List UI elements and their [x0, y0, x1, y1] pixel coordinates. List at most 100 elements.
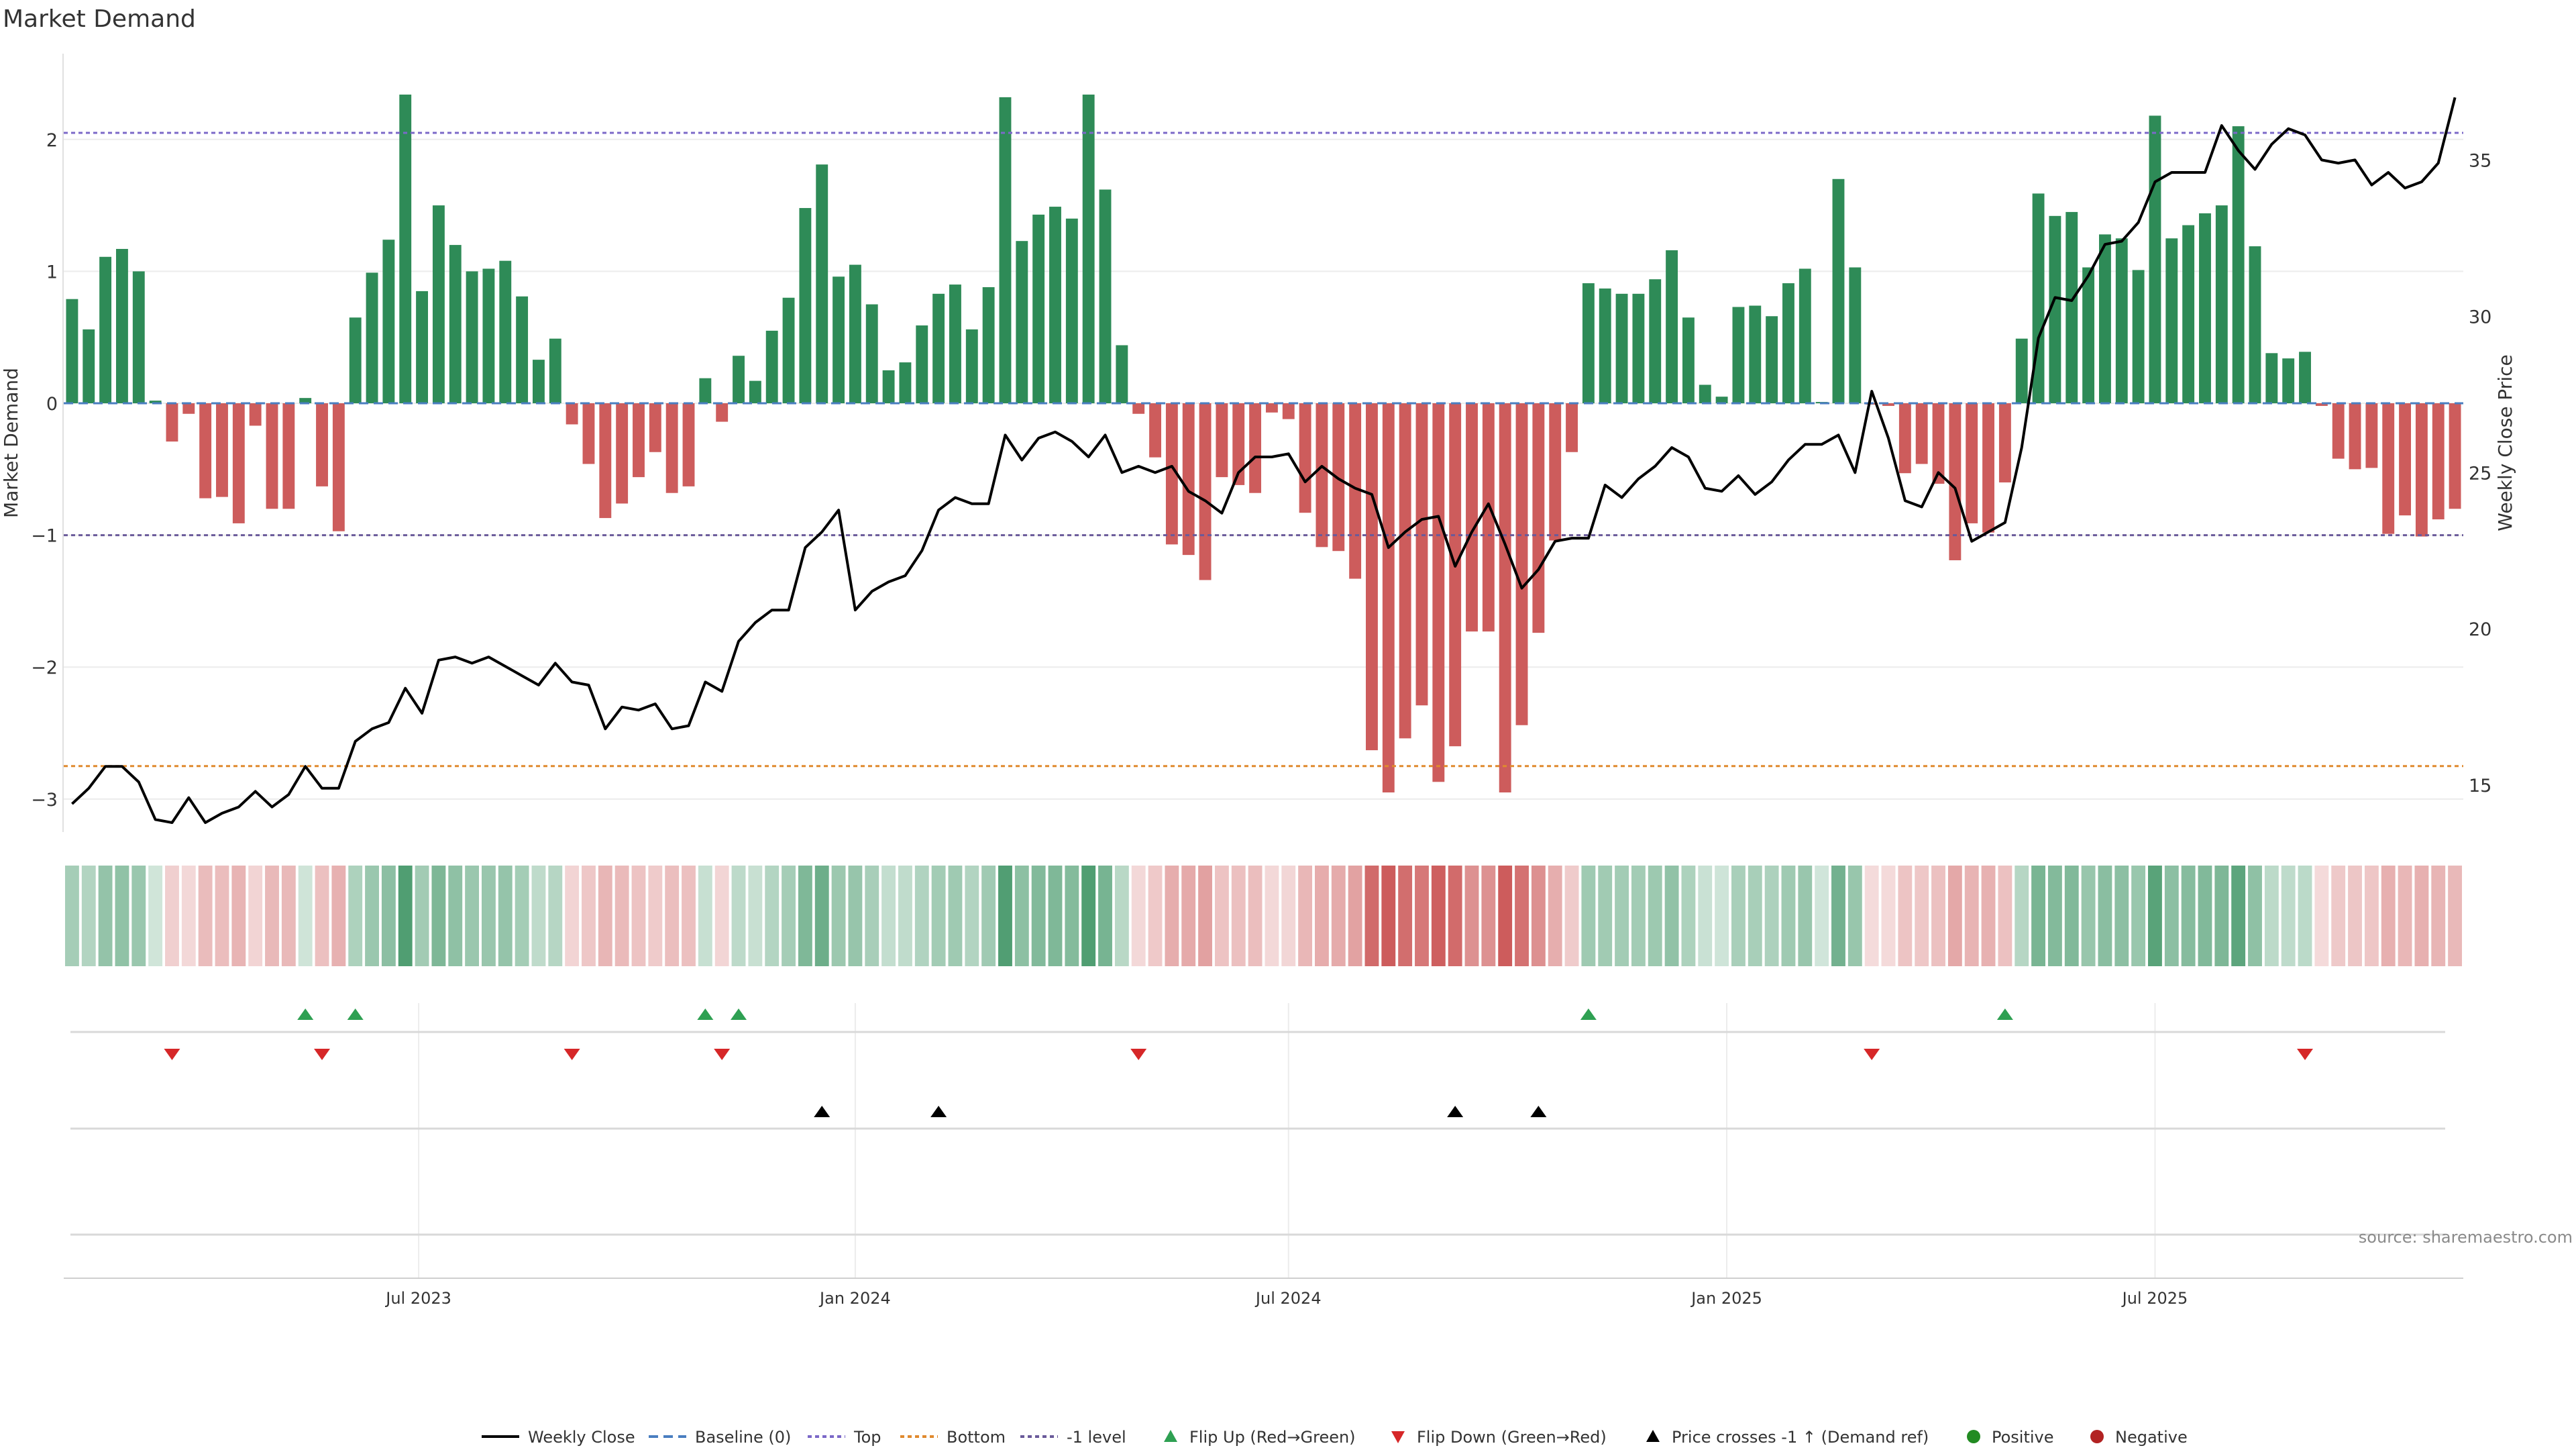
legend-swatch	[1646, 1430, 1660, 1442]
positive-demand-bar	[2115, 238, 2128, 404]
y-tick-label: −3	[31, 790, 58, 811]
positive-demand-bar	[1032, 214, 1045, 404]
positive-demand-bar	[949, 284, 961, 404]
heat-cell	[2047, 866, 2062, 966]
x-tick-label: Jan 2025	[1690, 1289, 1762, 1308]
positive-demand-bar	[2165, 238, 2178, 404]
heat-cell	[865, 866, 879, 966]
positive-demand-bar	[2015, 338, 2028, 404]
negative-demand-bar	[2349, 403, 2361, 470]
positive-demand-bar	[849, 264, 861, 404]
negative-demand-bar	[199, 403, 212, 499]
positive-demand-bar	[2232, 126, 2245, 404]
heat-cell	[682, 866, 696, 966]
heat-cell	[665, 866, 680, 966]
heat-cell	[198, 866, 213, 966]
negative-demand-bar	[1482, 403, 1495, 632]
positive-demand-bar	[1582, 283, 1595, 404]
heat-cell	[1081, 866, 1096, 966]
heat-cell	[1415, 866, 1429, 966]
negative-demand-bar	[1982, 403, 1994, 533]
positive-demand-bar	[132, 271, 145, 404]
heat-cell	[2314, 866, 2329, 966]
negative-demand-bar	[1549, 403, 1562, 541]
y-tick-label: −1	[31, 526, 58, 547]
heat-cell	[1815, 866, 1829, 966]
heat-cell	[1781, 866, 1796, 966]
heat-cell	[165, 866, 179, 966]
negative-demand-bar	[1182, 403, 1195, 556]
heat-cell	[98, 866, 113, 966]
legend-label: Flip Up (Red→Green)	[1189, 1428, 1356, 1447]
heat-cell	[2181, 866, 2196, 966]
heat-cell	[64, 866, 79, 966]
heat-cell	[1564, 866, 1579, 966]
heat-cell	[1531, 866, 1546, 966]
heat-cell	[2231, 866, 2246, 966]
positive-demand-bar	[382, 240, 395, 404]
positive-demand-bar	[299, 398, 312, 404]
heat-cell	[248, 866, 263, 966]
positive-demand-bar	[99, 256, 112, 404]
positive-demand-bar	[899, 362, 912, 404]
heat-cell	[1231, 866, 1246, 966]
positive-demand-bar	[799, 208, 812, 404]
flip-up-marker	[1996, 1008, 2013, 1020]
positive-demand-bar	[2265, 353, 2278, 404]
heat-cell	[881, 866, 896, 966]
y-tick-label: 0	[46, 394, 58, 415]
legend-swatch	[1967, 1430, 1980, 1443]
negative-demand-bar	[1499, 403, 1511, 793]
heat-cell	[1831, 866, 1845, 966]
heat-cell	[331, 866, 346, 966]
heat-cell	[2264, 866, 2279, 966]
negative-demand-bar	[1566, 403, 1578, 452]
negative-demand-bar	[182, 403, 195, 414]
heat-cell	[2248, 866, 2262, 966]
heat-cell	[1464, 866, 1479, 966]
positive-demand-bar	[2082, 267, 2095, 404]
heat-cell	[2131, 866, 2146, 966]
negative-demand-bar	[599, 403, 612, 519]
flip-up-marker	[697, 1008, 714, 1020]
negative-demand-bar	[1415, 403, 1428, 706]
positive-demand-bar	[1099, 189, 1112, 404]
heat-cell	[1548, 866, 1562, 966]
legend-label: Top	[853, 1428, 881, 1447]
legend-label: Positive	[1992, 1428, 2054, 1447]
heat-cell	[948, 866, 963, 966]
x-tick-label: Jul 2025	[2121, 1289, 2188, 1308]
positive-demand-bar	[1799, 268, 1811, 404]
heat-cell	[465, 866, 480, 966]
negative-demand-bar	[2332, 403, 2345, 459]
negative-demand-bar	[1515, 403, 1528, 725]
flip-down-marker	[564, 1049, 580, 1060]
heat-cell	[1847, 866, 1862, 966]
negative-demand-bar	[665, 403, 678, 493]
heat-cell	[1681, 866, 1696, 966]
price-layer	[71, 97, 2457, 824]
positive-demand-bar	[1632, 293, 1645, 404]
positive-demand-bar	[499, 260, 512, 404]
negative-demand-bar	[1882, 403, 1894, 406]
y-tick-label: −2	[31, 658, 58, 678]
heat-cell	[1648, 866, 1662, 966]
positive-demand-bar	[882, 370, 895, 404]
axes-layer: 2 1 0 −1 −2 −3 35 30 25 20 15 Jul 2023 Jan 2024 Jul 2…	[31, 54, 2491, 1308]
positive-demand-bar	[149, 401, 162, 404]
weekly-close-line	[71, 97, 2457, 824]
positive-demand-bar	[782, 297, 795, 404]
chart-title: Market Demand	[3, 5, 196, 33]
heat-cell	[898, 866, 912, 966]
legend-label: Price crosses -1 ↑ (Demand ref)	[1672, 1428, 1929, 1447]
heat-cell	[1448, 866, 1462, 966]
heat-cell	[1265, 866, 1279, 966]
heat-cell	[2398, 866, 2412, 966]
heat-cell	[1098, 866, 1112, 966]
flip-down-marker	[164, 1049, 180, 1060]
negative-demand-bar	[232, 403, 245, 523]
heat-cell	[981, 866, 996, 966]
heat-cell	[2414, 866, 2429, 966]
negative-demand-bar	[332, 403, 345, 531]
heat-cell	[2348, 866, 2362, 966]
